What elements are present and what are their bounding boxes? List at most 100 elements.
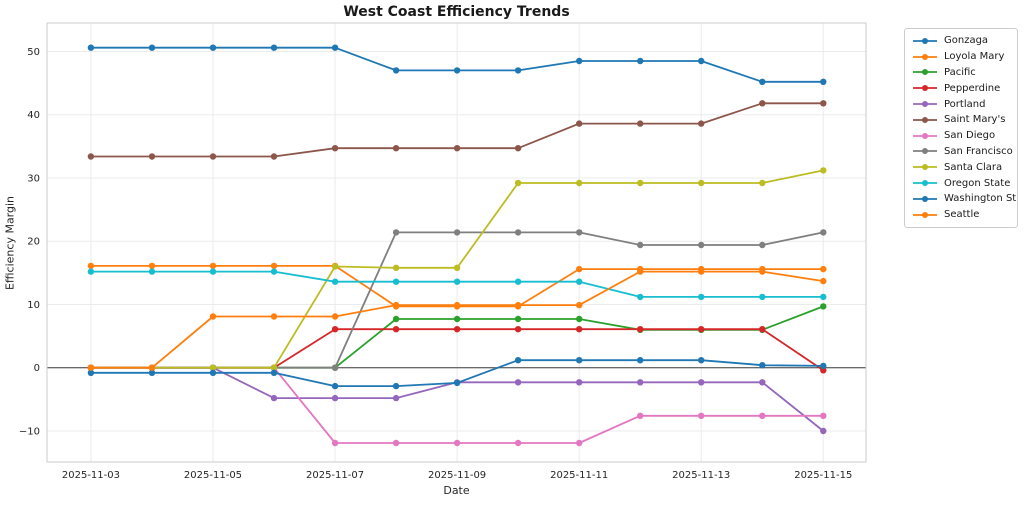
x-tick-label: 2025-11-09: [428, 470, 486, 481]
data-point: [392, 394, 400, 402]
data-point: [392, 382, 400, 390]
data-point: [698, 412, 705, 419]
y-tick-label: 40: [27, 110, 40, 121]
y-tick-label: 50: [27, 47, 40, 58]
data-point: [270, 369, 278, 376]
legend-item: Loyola Mary: [912, 49, 1011, 65]
legend-line-icon: [913, 132, 937, 139]
data-point: [820, 362, 827, 370]
data-point: [453, 229, 461, 236]
y-tick-label: −10: [19, 427, 40, 438]
data-point: [698, 179, 705, 187]
x-tick-label: 2025-11-05: [184, 470, 242, 481]
legend-line-icon: [913, 148, 937, 155]
series-seattle: [87, 268, 827, 371]
data-point: [820, 427, 827, 435]
data-point: [820, 303, 827, 310]
legend-label: San Francisco: [944, 145, 1013, 157]
data-point: [331, 44, 339, 51]
data-point: [576, 229, 583, 236]
legend-line-icon: [913, 53, 937, 60]
series-washington-st: [87, 357, 827, 390]
legend: Gonzaga Loyola Mary Pacific Pepperdine Portl…: [904, 28, 1018, 228]
legend-line-icon: [913, 211, 937, 218]
data-point: [148, 364, 156, 371]
data-point: [759, 268, 766, 275]
data-point: [514, 357, 522, 364]
legend-item: Oregon State: [912, 175, 1011, 191]
x-tick-label: 2025-11-11: [550, 470, 608, 481]
x-tick-label: 2025-11-07: [306, 470, 364, 481]
series-saint-mary-s: [87, 100, 827, 160]
data-point: [514, 326, 522, 333]
data-point: [453, 439, 461, 447]
data-point: [331, 145, 339, 152]
data-point: [392, 264, 400, 271]
data-point: [331, 313, 339, 320]
legend-line-icon: [913, 180, 937, 187]
y-tick-label: 10: [27, 300, 40, 311]
data-point: [698, 268, 705, 275]
data-point: [514, 67, 522, 74]
legend-item: San Francisco: [912, 144, 1013, 160]
data-point: [331, 278, 339, 285]
data-point: [820, 265, 827, 273]
data-point: [209, 268, 217, 275]
data-point: [209, 153, 217, 160]
data-point: [759, 379, 766, 386]
data-point: [270, 313, 278, 320]
legend-line-icon: [913, 101, 937, 108]
data-point: [759, 293, 766, 301]
data-point: [453, 264, 461, 271]
data-point: [820, 167, 827, 174]
series-santa-clara: [87, 167, 827, 371]
data-point: [331, 439, 339, 447]
data-point: [820, 277, 827, 285]
data-point: [209, 369, 217, 376]
legend-line-icon: [913, 195, 937, 202]
data-point: [514, 315, 522, 323]
data-point: [576, 57, 583, 65]
data-point: [759, 412, 766, 419]
data-point: [453, 301, 461, 309]
data-point: [87, 369, 95, 376]
data-point: [148, 369, 156, 376]
legend-label: Pepperdine: [944, 82, 1001, 94]
data-point: [576, 357, 583, 364]
data-point: [820, 293, 827, 301]
data-point: [637, 379, 644, 386]
data-point: [270, 44, 278, 51]
x-axis-label: Date: [443, 484, 470, 497]
data-point: [820, 412, 827, 419]
data-point: [148, 44, 156, 51]
legend-label: Loyola Mary: [944, 51, 1005, 63]
data-point: [576, 326, 583, 333]
data-point: [759, 326, 766, 333]
data-point: [820, 100, 827, 107]
plot-border: [46, 22, 867, 463]
data-point: [514, 439, 522, 447]
data-point: [392, 145, 400, 152]
data-point: [698, 379, 705, 386]
data-point: [331, 394, 339, 402]
y-tick-label: 30: [27, 173, 40, 184]
data-point: [392, 439, 400, 447]
legend-label: Seattle: [944, 209, 980, 221]
legend-item: Saint Mary's: [912, 112, 1011, 128]
data-point: [820, 229, 827, 236]
data-point: [514, 379, 522, 386]
data-point: [148, 268, 156, 275]
chart-title: West Coast Efficiency Trends: [343, 4, 570, 20]
legend-label: Santa Clara: [944, 161, 1003, 173]
data-point: [637, 326, 644, 333]
data-point: [514, 145, 522, 152]
data-point: [514, 229, 522, 236]
data-point: [87, 44, 95, 51]
data-point: [637, 412, 644, 419]
legend-line-icon: [913, 85, 937, 92]
data-point: [392, 229, 400, 236]
legend-label: San Diego: [944, 130, 996, 142]
data-point: [392, 67, 400, 74]
data-point: [270, 364, 278, 371]
